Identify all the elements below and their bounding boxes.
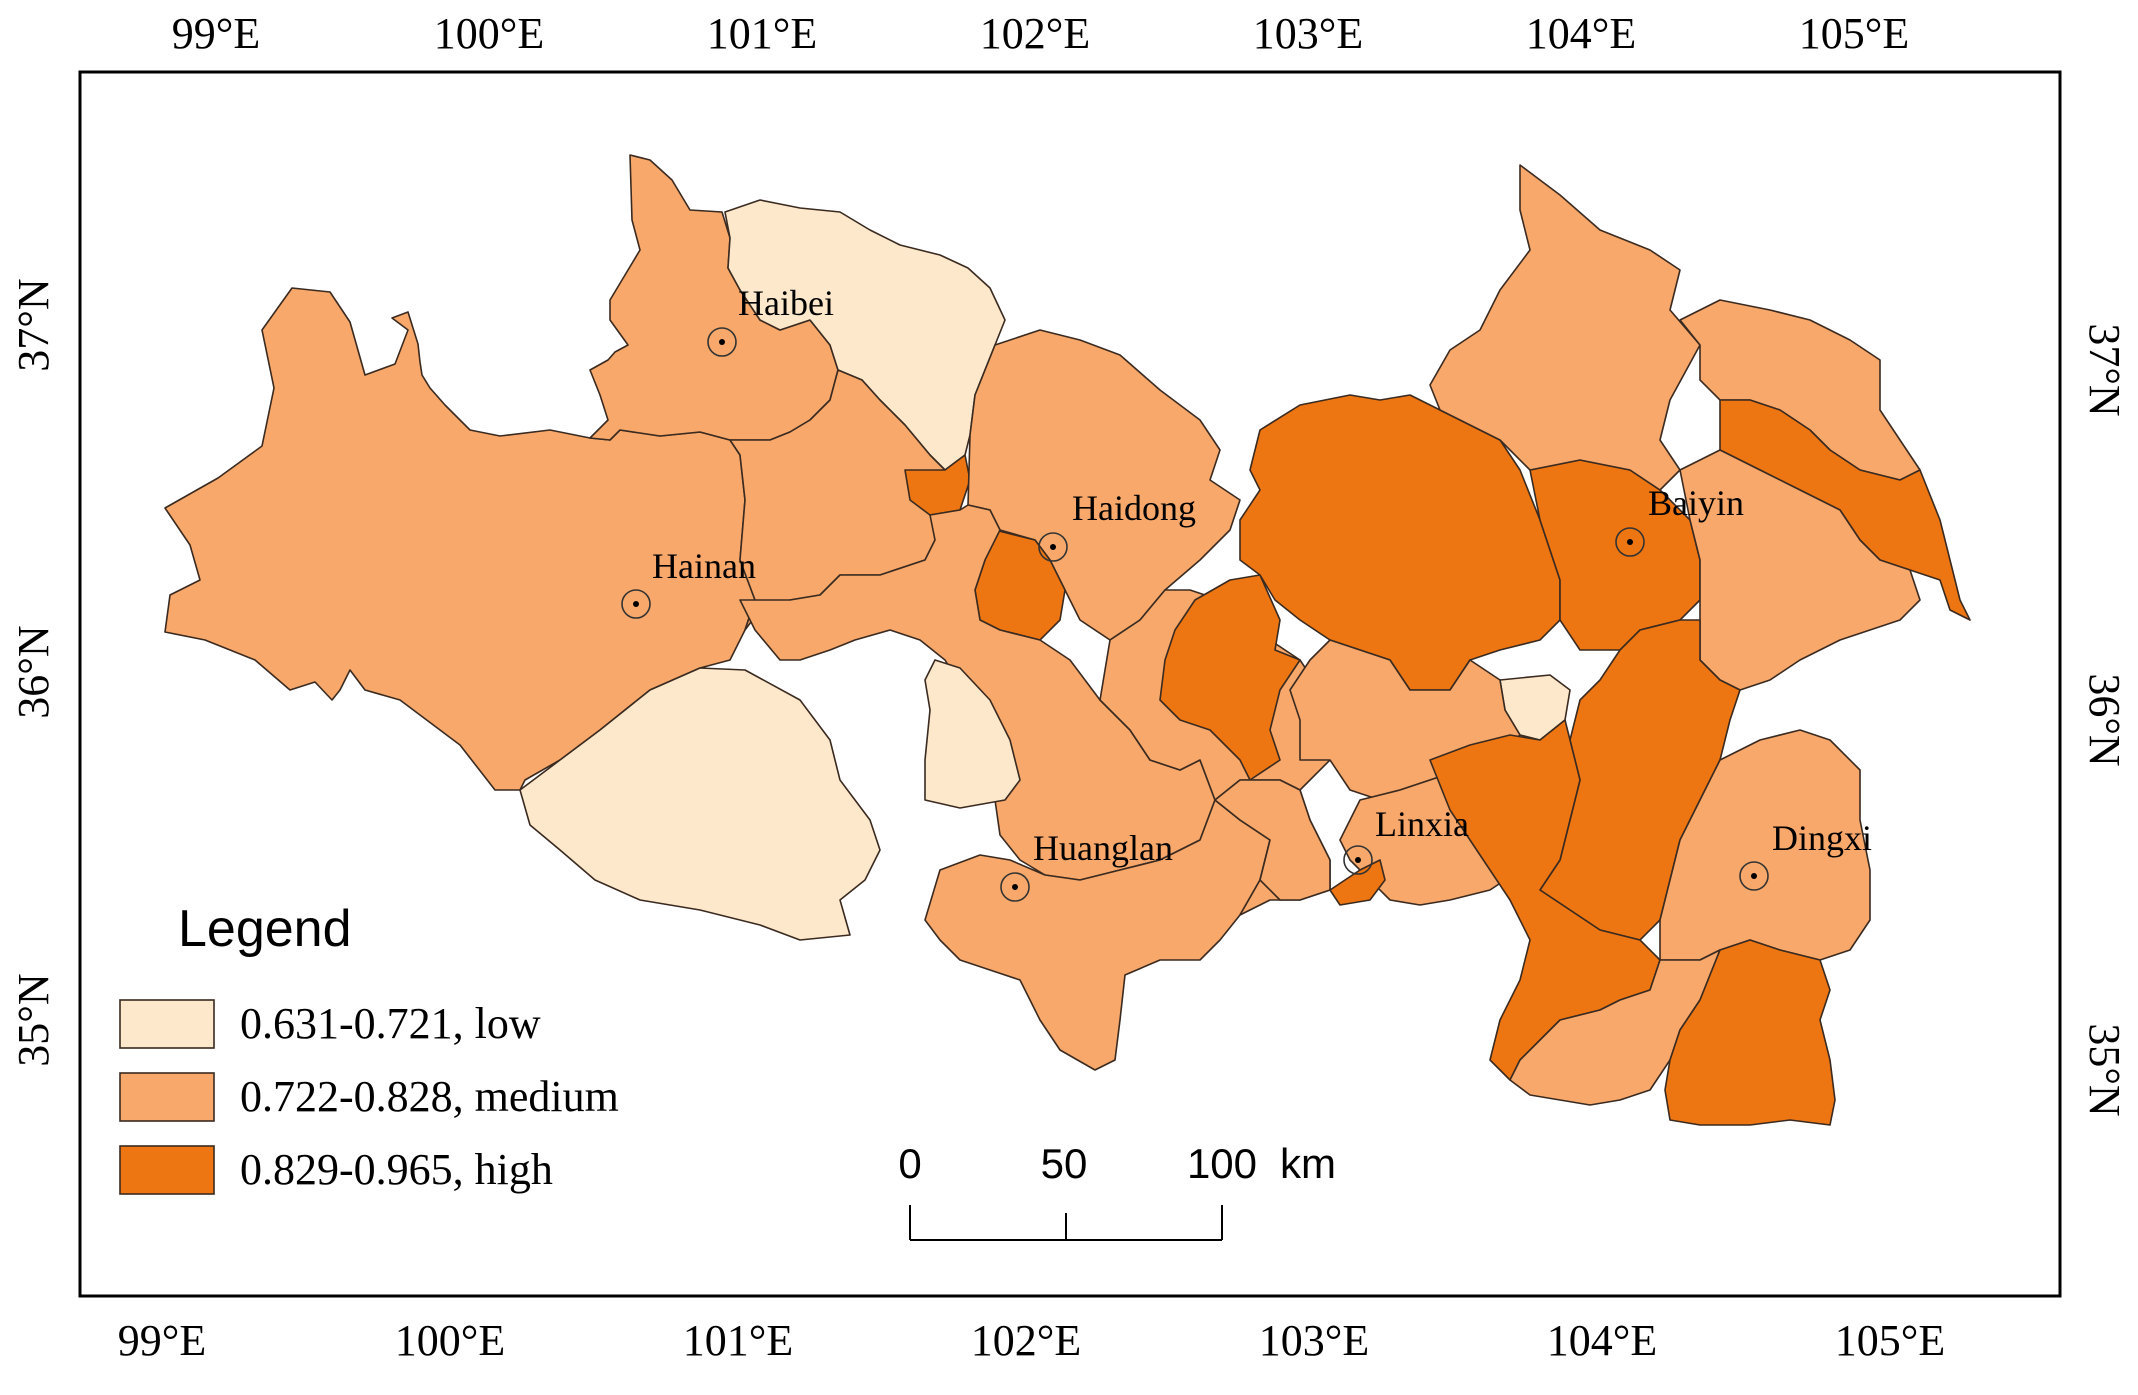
top-lon-label-102: 102°E xyxy=(980,9,1090,58)
city-haidong: Haidong xyxy=(1038,488,1196,562)
city-marker-ring xyxy=(1615,527,1645,557)
left-lat-label-35: 35°N xyxy=(9,973,58,1066)
city-label: Linxia xyxy=(1375,804,1469,844)
city-marker-ring xyxy=(1038,532,1068,562)
top-lon-label-100: 100°E xyxy=(434,9,544,58)
region-linxia-high xyxy=(1329,859,1386,906)
city-marker-dot xyxy=(1627,539,1633,545)
scale-label-100: 100 xyxy=(1187,1140,1257,1187)
city-marker-dot xyxy=(719,339,725,345)
city-marker-dot xyxy=(1012,884,1018,890)
legend-label-high: 0.829-0.965, high xyxy=(240,1145,553,1194)
bottom-lon-label-102: 102°E xyxy=(971,1316,1081,1365)
city-baiyin: Baiyin xyxy=(1615,483,1744,557)
bottom-lon-label-99: 99°E xyxy=(118,1316,206,1365)
city-marker-dot xyxy=(633,601,639,607)
region-central-low xyxy=(924,659,1021,809)
legend-swatch-high xyxy=(119,1145,215,1195)
city-label: Haidong xyxy=(1072,488,1196,528)
bottom-lon-label-104: 104°E xyxy=(1547,1316,1657,1365)
city-marker-ring xyxy=(707,327,737,357)
city-marker-ring xyxy=(1343,845,1373,875)
top-lon-label-104: 104°E xyxy=(1526,9,1636,58)
left-latitude-labels: 37°N 36°N 35°N xyxy=(9,278,58,1066)
scale-label-0: 0 xyxy=(898,1140,921,1187)
city-markers: Haibei Hainan Haidong Huanglan Linxia Ba… xyxy=(621,283,1872,902)
map-frame xyxy=(78,70,2062,1298)
city-label: Hainan xyxy=(652,546,756,586)
scale-label-50: 50 xyxy=(1041,1140,1088,1187)
region-southwest-low xyxy=(519,667,881,941)
bottom-longitude-labels: 99°E 100°E 101°E 102°E 103°E 104°E 105°E xyxy=(118,1316,1945,1365)
top-lon-label-105: 105°E xyxy=(1799,9,1909,58)
top-lon-label-103: 103°E xyxy=(1253,9,1363,58)
right-lat-label-36: 36°N xyxy=(2080,673,2129,766)
city-linxia: Linxia xyxy=(1343,804,1469,875)
bottom-lon-label-103: 103°E xyxy=(1259,1316,1369,1365)
bottom-lon-label-105: 105°E xyxy=(1835,1316,1945,1365)
city-marker-dot xyxy=(1355,857,1361,863)
right-lat-label-35: 35°N xyxy=(2080,1023,2129,1116)
city-marker-ring xyxy=(621,589,651,619)
right-latitude-labels: 37°N 36°N 35°N xyxy=(2080,323,2129,1116)
city-marker-dot xyxy=(1050,544,1056,550)
legend-swatch-medium xyxy=(119,1072,215,1122)
legend-label-low: 0.631-0.721, low xyxy=(240,999,541,1048)
city-label: Haibei xyxy=(738,283,834,323)
region-haidong-east-high xyxy=(1159,574,1301,781)
region-baiyin-west-high xyxy=(1239,394,1561,691)
scale-unit: km xyxy=(1280,1140,1336,1187)
legend-title: Legend xyxy=(178,900,352,958)
region-south-high-bottom xyxy=(1664,939,1836,1126)
top-lon-label-101: 101°E xyxy=(707,9,817,58)
city-label: Baiyin xyxy=(1648,483,1744,523)
region-haidong-west-high xyxy=(904,454,971,516)
city-marker-ring xyxy=(1739,861,1769,891)
city-label: Dingxi xyxy=(1772,818,1872,858)
bottom-lon-label-100: 100°E xyxy=(395,1316,505,1365)
legend: Legend 0.631-0.721, low 0.722-0.828, med… xyxy=(119,900,619,1195)
legend-swatch-low xyxy=(119,999,215,1049)
legend-label-medium: 0.722-0.828, medium xyxy=(240,1072,619,1121)
city-hainan: Hainan xyxy=(621,546,756,619)
city-dingxi: Dingxi xyxy=(1739,818,1872,891)
regions xyxy=(164,154,1971,1126)
city-haibei: Haibei xyxy=(707,283,834,357)
right-lat-label-37: 37°N xyxy=(2080,323,2129,416)
left-lat-label-36: 36°N xyxy=(9,625,58,718)
top-longitude-labels: 99°E 100°E 101°E 102°E 103°E 104°E 105°E xyxy=(172,9,1909,58)
city-huanglan: Huanglan xyxy=(1000,828,1173,902)
region-huanglan xyxy=(924,799,1271,1071)
top-lon-label-99: 99°E xyxy=(172,9,260,58)
region-east-medium xyxy=(1679,449,1921,691)
city-marker-ring xyxy=(1000,872,1030,902)
left-lat-label-37: 37°N xyxy=(9,278,58,371)
scale-bar: 0 50 100 km xyxy=(898,1140,1336,1241)
region-huanglan-east-medium xyxy=(1214,779,1331,901)
region-northeast-medium xyxy=(1429,164,1701,491)
city-marker-dot xyxy=(1751,873,1757,879)
city-label: Huanglan xyxy=(1033,828,1173,868)
bottom-lon-label-101: 101°E xyxy=(683,1316,793,1365)
